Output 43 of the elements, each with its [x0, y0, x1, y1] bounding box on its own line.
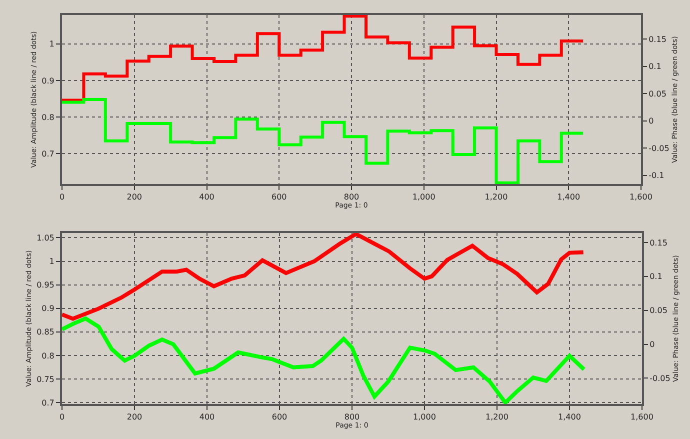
y2-tick-label: 0	[648, 116, 654, 126]
y2-tick-label: 0.05	[650, 306, 668, 316]
x-tick-label: 0	[59, 192, 65, 202]
y2-tick-label: 0.15	[648, 34, 666, 44]
x-tick-label: 400	[199, 192, 214, 202]
y-tick-label: 0.7	[42, 149, 54, 158]
y-tick-label: 0.9	[42, 76, 54, 86]
x-tick-label: 600	[272, 412, 288, 422]
y-tick-label: 0.75	[36, 374, 54, 384]
y-tick-label: 0.9	[42, 304, 54, 314]
y-tick-label: 0.7	[42, 398, 54, 408]
y2-tick-label: -0.05	[650, 374, 670, 384]
x-tick-label: 1,600	[630, 192, 652, 202]
y-tick-label: 0.95	[36, 280, 54, 290]
x-tick-label: 1,600	[630, 412, 654, 422]
x-tick-label: 200	[126, 412, 142, 422]
x-tick-label: 400	[199, 412, 215, 422]
line-series	[62, 316, 586, 404]
x-tick-label: 200	[126, 192, 142, 202]
y2-tick-label: 0	[650, 340, 655, 350]
x-tick-label: 0	[59, 412, 65, 422]
y-tick-label: 1	[49, 40, 54, 49]
x-tick-label: 600	[271, 192, 287, 202]
x-tick-label: 1,400	[557, 192, 580, 202]
x-tick-label: 1,000	[413, 412, 436, 422]
y2-tick-label: 0.05	[648, 89, 666, 98]
y-tick-label: 1.05	[36, 234, 54, 243]
x-tick-label: 1,200	[486, 412, 508, 422]
y2-tick-label: -0.1	[648, 171, 664, 180]
y-tick-label: 0.85	[36, 328, 54, 337]
x-tick-label: 1,200	[484, 192, 508, 202]
y-tick-label: 1	[49, 257, 54, 266]
y2-tick-label: 0.1	[648, 62, 662, 72]
line-series	[62, 233, 586, 321]
y2-tick-label: -0.05	[648, 144, 670, 153]
x-tick-label: 1,400	[558, 412, 581, 422]
x-tick-label: 1,000	[412, 192, 436, 202]
x-tick-label: 800	[344, 192, 360, 202]
y-tick-label: 0.8	[42, 112, 54, 122]
y2-tick-label: 0.1	[650, 272, 662, 282]
y2-tick-label: 0.15	[650, 238, 668, 248]
y-tick-label: 0.8	[42, 351, 54, 360]
x-tick-label: 800	[344, 412, 360, 422]
